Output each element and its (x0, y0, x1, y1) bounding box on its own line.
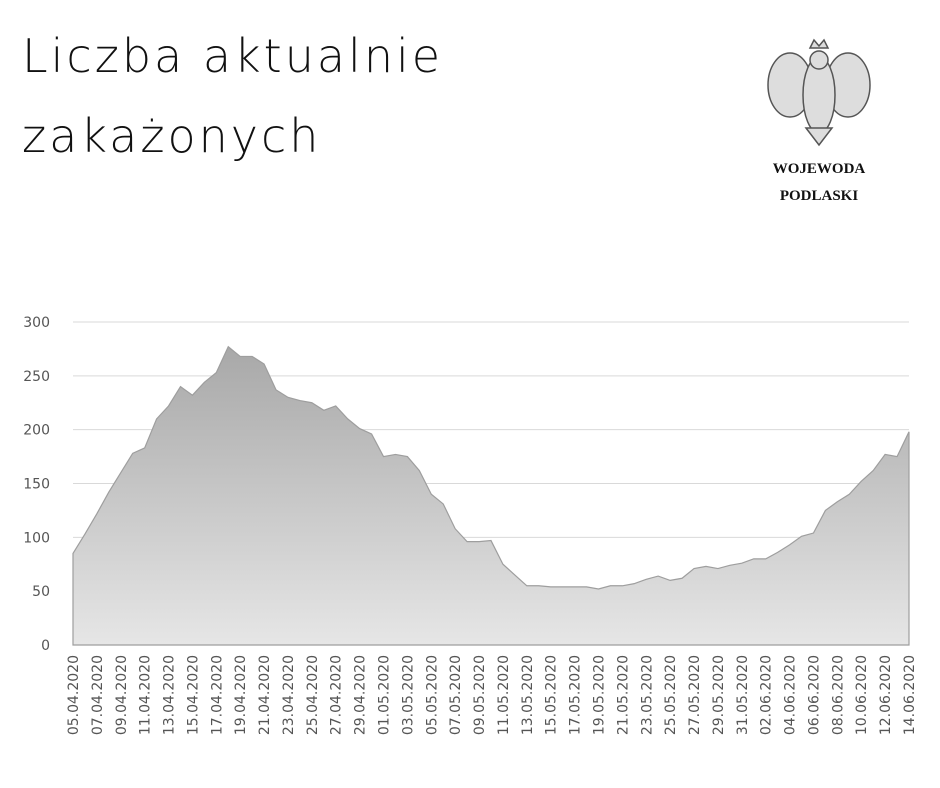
x-tick-label: 21.05.2020 (615, 655, 631, 735)
x-tick-label: 11.04.2020 (138, 655, 154, 735)
x-tick-label: 07.05.2020 (448, 655, 464, 735)
x-tick-label: 13.04.2020 (162, 655, 178, 735)
x-tick-label: 12.06.2020 (878, 655, 894, 735)
logo-text: WOJEWODA (773, 161, 866, 177)
y-tick-label: 150 (23, 477, 50, 493)
y-tick-label: 200 (23, 423, 50, 439)
x-tick-label: 27.05.2020 (687, 655, 703, 735)
x-tick-label: 05.05.2020 (424, 655, 440, 735)
x-tick-label: 19.04.2020 (233, 655, 249, 735)
x-tick-label: 01.05.2020 (377, 655, 393, 735)
x-tick-label: 13.05.2020 (520, 655, 536, 735)
x-tick-label: 11.05.2020 (496, 655, 512, 735)
eagle-emblem (767, 38, 871, 147)
y-tick-label: 50 (32, 584, 50, 600)
x-tick-label: 05.04.2020 (66, 655, 82, 735)
x-tick-label: 23.05.2020 (639, 655, 655, 735)
x-tick-label: 29.05.2020 (711, 655, 727, 735)
area (72, 345, 910, 646)
x-tick-label: 19.05.2020 (591, 655, 607, 735)
x-tick-label: 09.04.2020 (114, 655, 130, 735)
x-tick-label: 15.04.2020 (185, 655, 201, 735)
x-tick-label: 08.06.2020 (830, 655, 846, 735)
x-tick-label: 04.06.2020 (783, 655, 799, 735)
x-tick-label: 25.04.2020 (305, 655, 321, 735)
x-tick-label: 31.05.2020 (735, 655, 751, 735)
x-tick-label: 03.05.2020 (400, 655, 416, 735)
x-tick-label: 10.06.2020 (854, 655, 870, 735)
chart: 0 50 100 150 200 250 300 05.04.2020 07.04.2020 09… (23, 315, 918, 735)
x-tick-label: 14.06.2020 (902, 655, 918, 735)
y-tick-label: 0 (41, 638, 50, 654)
x-tick-label: 02.06.2020 (759, 655, 775, 735)
x-tick-label: 09.05.2020 (472, 655, 488, 735)
x-tick-label: 17.04.2020 (209, 655, 225, 735)
x-tick-label: 17.05.2020 (568, 655, 584, 735)
y-tick-label: 300 (23, 315, 50, 331)
x-tick-label: 25.05.2020 (663, 655, 679, 735)
x-tick-label: 06.06.2020 (806, 655, 822, 735)
x-tick-label: 15.05.2020 (544, 655, 560, 735)
title-line: Liczba aktualnie (22, 29, 443, 83)
x-tick-label: 21.04.2020 (257, 655, 273, 735)
y-tick-label: 250 (23, 369, 50, 385)
logo-text: PODLASKI (780, 188, 859, 204)
title-line: zakażonych (22, 109, 321, 163)
x-tick-label: 23.04.2020 (281, 655, 297, 735)
y-tick-label: 100 (23, 530, 50, 546)
x-tick-label: 07.04.2020 (90, 655, 106, 735)
x-tick-label: 29.04.2020 (353, 655, 369, 735)
x-tick-label: 27.04.2020 (329, 655, 345, 735)
